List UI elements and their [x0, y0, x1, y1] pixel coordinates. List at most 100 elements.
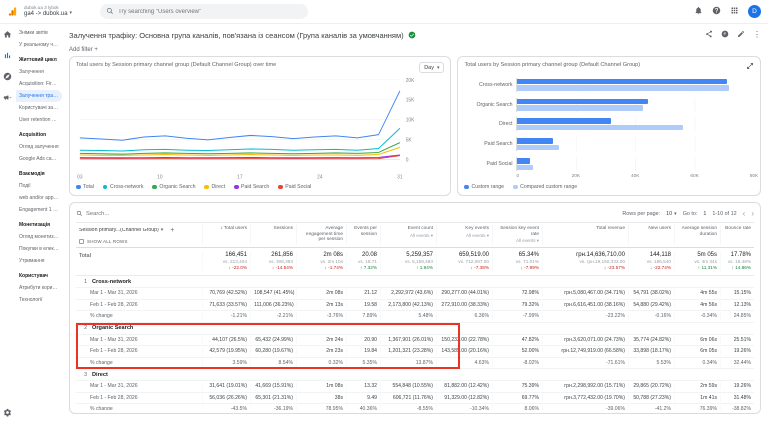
metric-event-filter[interactable]: All events ▾ [409, 232, 433, 238]
column-header-average-engagement-time-per-session[interactable]: Average engagement time per session [296, 225, 346, 246]
metric-cell: 76.39% [674, 405, 720, 410]
legend-item-total[interactable]: Total [76, 184, 94, 190]
account-name: dubok.ua 3 lybok [24, 5, 59, 11]
bar-direct-current[interactable] [517, 118, 612, 124]
sidebar-item[interactable]: Покупки в електрон... [19, 246, 62, 252]
column-header-average-session-duration[interactable]: Average session duration [674, 225, 720, 246]
date-range-label: Mar 1 - Mar 31, 2026 [90, 290, 138, 297]
bar-organic-search-current[interactable] [517, 98, 648, 105]
search-input[interactable] [118, 8, 303, 15]
legend-item-organic-search[interactable]: Organic Search [152, 184, 195, 190]
sidebar-item[interactable]: Події [19, 183, 31, 189]
bar-cross-network-current[interactable] [517, 78, 727, 85]
column-header-event-count[interactable]: Event count All events ▾ [380, 225, 436, 246]
legend-item-cross-network[interactable]: Cross-network [102, 184, 143, 190]
granularity-select[interactable]: Day ▾ [419, 62, 445, 73]
bar-group-cross-network: Cross-network [464, 77, 754, 92]
line-chart-card: Total users by Session primary channel g… [69, 56, 452, 196]
nav-reports-icon[interactable] [3, 51, 12, 62]
more-vert-icon[interactable]: ⋮ [753, 30, 761, 39]
notifications-bell-icon[interactable] [694, 6, 703, 17]
clock-icon[interactable] [721, 30, 729, 40]
analytics-logo-icon[interactable] [7, 6, 18, 17]
sidebar-tree: Знімки звітів У реальному часі Життєвий ци… [15, 24, 62, 423]
sidebar-item[interactable]: Утримання [19, 258, 45, 264]
prev-page-button[interactable]: ‹ [742, 209, 746, 218]
legend-item-paid-search[interactable]: Paid Search [234, 184, 269, 190]
avatar[interactable]: D [748, 5, 761, 18]
sidebar-item[interactable]: web and/or app 1 ... [19, 195, 62, 201]
sidebar-item[interactable]: Залучення [19, 69, 44, 75]
date-range-label: Mar 1 - Mar 31, 2026 [90, 383, 138, 390]
add-filter-button[interactable]: Add filter + [69, 46, 98, 53]
admin-gear-icon[interactable] [3, 408, 12, 419]
sidebar-item[interactable]: User retention cohorts [19, 117, 62, 123]
metric-event-filter[interactable]: All events ▾ [465, 232, 489, 238]
dimension-select[interactable]: Session primary...(Channel Group) [79, 228, 159, 234]
share-icon[interactable] [705, 30, 713, 40]
sidebar-item[interactable]: Engagement 1 се... [19, 207, 62, 213]
nav-home-icon[interactable] [3, 30, 12, 41]
metric-event-filter[interactable]: All events ▾ [515, 238, 539, 244]
bar-paid-search-compared[interactable] [517, 144, 559, 151]
metric-cell: 71,633 (33.57%) [202, 300, 250, 309]
bar-organic-search-compared[interactable] [517, 105, 644, 111]
column-header-events-per-session[interactable]: Events per session [346, 225, 380, 246]
legend-item-paid-social[interactable]: Paid Social [278, 184, 311, 190]
add-dimension-button[interactable]: + [170, 227, 175, 234]
legend-item-compared-custom-range[interactable]: Compared custom range [513, 184, 577, 190]
column-header-total-users[interactable]: ↓Total users [202, 225, 250, 246]
filter-bar: Add filter + [69, 43, 761, 56]
metric-cell: -41.2% [628, 405, 674, 410]
nav-advertising-icon[interactable] [3, 93, 12, 104]
table-search-input[interactable] [86, 211, 176, 217]
metric-cell: 70,769 (42.52%) [202, 289, 250, 298]
sidebar-item[interactable]: Огляд залучення [19, 144, 59, 150]
date-range-label: % change [90, 359, 113, 366]
channel-group-direct: 3 Direct Mar 1 - Mar 31, 2026 31,641 (19.01… [76, 369, 754, 410]
legend-item-custom-range[interactable]: Custom range [464, 184, 504, 190]
goto-page-input[interactable]: 1 [703, 211, 707, 217]
expand-icon[interactable] [746, 62, 754, 72]
sidebar-item-active[interactable]: Залучення трафіку: Осн... [16, 90, 62, 102]
column-header-new-users[interactable]: New users [628, 225, 674, 246]
global-search[interactable] [100, 4, 309, 19]
show-all-rows-checkbox[interactable] [79, 239, 84, 245]
sidebar-item[interactable]: Технології [19, 297, 43, 303]
edit-pencil-icon[interactable] [737, 30, 745, 40]
sidebar-item[interactable]: Огляд монетизації [19, 234, 62, 240]
sidebar-item[interactable]: Атрибути користув... [19, 285, 62, 291]
next-page-button[interactable]: › [751, 209, 754, 218]
column-header-sessions[interactable]: Sessions [250, 225, 296, 246]
metric-cell: 5.48% [380, 312, 436, 321]
metric-cell: 5.53% [628, 358, 674, 367]
bar-paid-social-compared[interactable] [517, 164, 533, 171]
sidebar-item[interactable]: Знімки звітів [19, 30, 48, 36]
metric-cell: 33,898 (18.17%) [628, 347, 674, 356]
sidebar-item[interactable]: Acquisition: First user ... [19, 81, 62, 87]
bar-paid-social-current[interactable] [517, 158, 531, 164]
metric-cell: 72.98% [492, 289, 542, 298]
table-search[interactable] [76, 210, 176, 219]
column-header-total-revenue[interactable]: Total revenue [542, 225, 628, 246]
bar-paid-search-current[interactable] [517, 138, 554, 144]
channel-group-cross-network: 1 Cross-network Mar 1 - Mar 31, 2026 70,769… [76, 276, 754, 323]
apps-grid-icon[interactable] [730, 6, 739, 17]
bar-direct-compared[interactable] [517, 124, 684, 131]
metric-cell: 150,232.00 (22.78%) [436, 335, 492, 344]
column-header-bounce-rate[interactable]: Bounce rate [720, 225, 754, 246]
sidebar-item[interactable]: Google Ads campaign [19, 156, 62, 162]
account-switcher[interactable]: dubok.ua 3 lybok ga4 -> dubok.ua ▾ [24, 5, 72, 17]
column-header-session-key-event-rate[interactable]: Session key event rate All events ▾ [492, 225, 542, 246]
help-icon[interactable] [712, 6, 721, 17]
sidebar-item[interactable]: Користувачі за регіона... [19, 105, 62, 111]
bar-category-label: Paid Social [486, 161, 513, 168]
column-header-key-events[interactable]: Key events All events ▾ [436, 225, 492, 246]
metric-cell: 2m 24s [296, 335, 346, 344]
rows-per-page-select[interactable]: 10 ▾ [666, 211, 677, 217]
legend-item-direct[interactable]: Direct [204, 184, 225, 190]
metric-cell: 54,791 (38.02%) [628, 289, 674, 298]
sidebar-item[interactable]: У реальному часі [19, 42, 60, 48]
nav-explore-icon[interactable] [3, 72, 12, 83]
bar-cross-network-compared[interactable] [517, 85, 730, 91]
